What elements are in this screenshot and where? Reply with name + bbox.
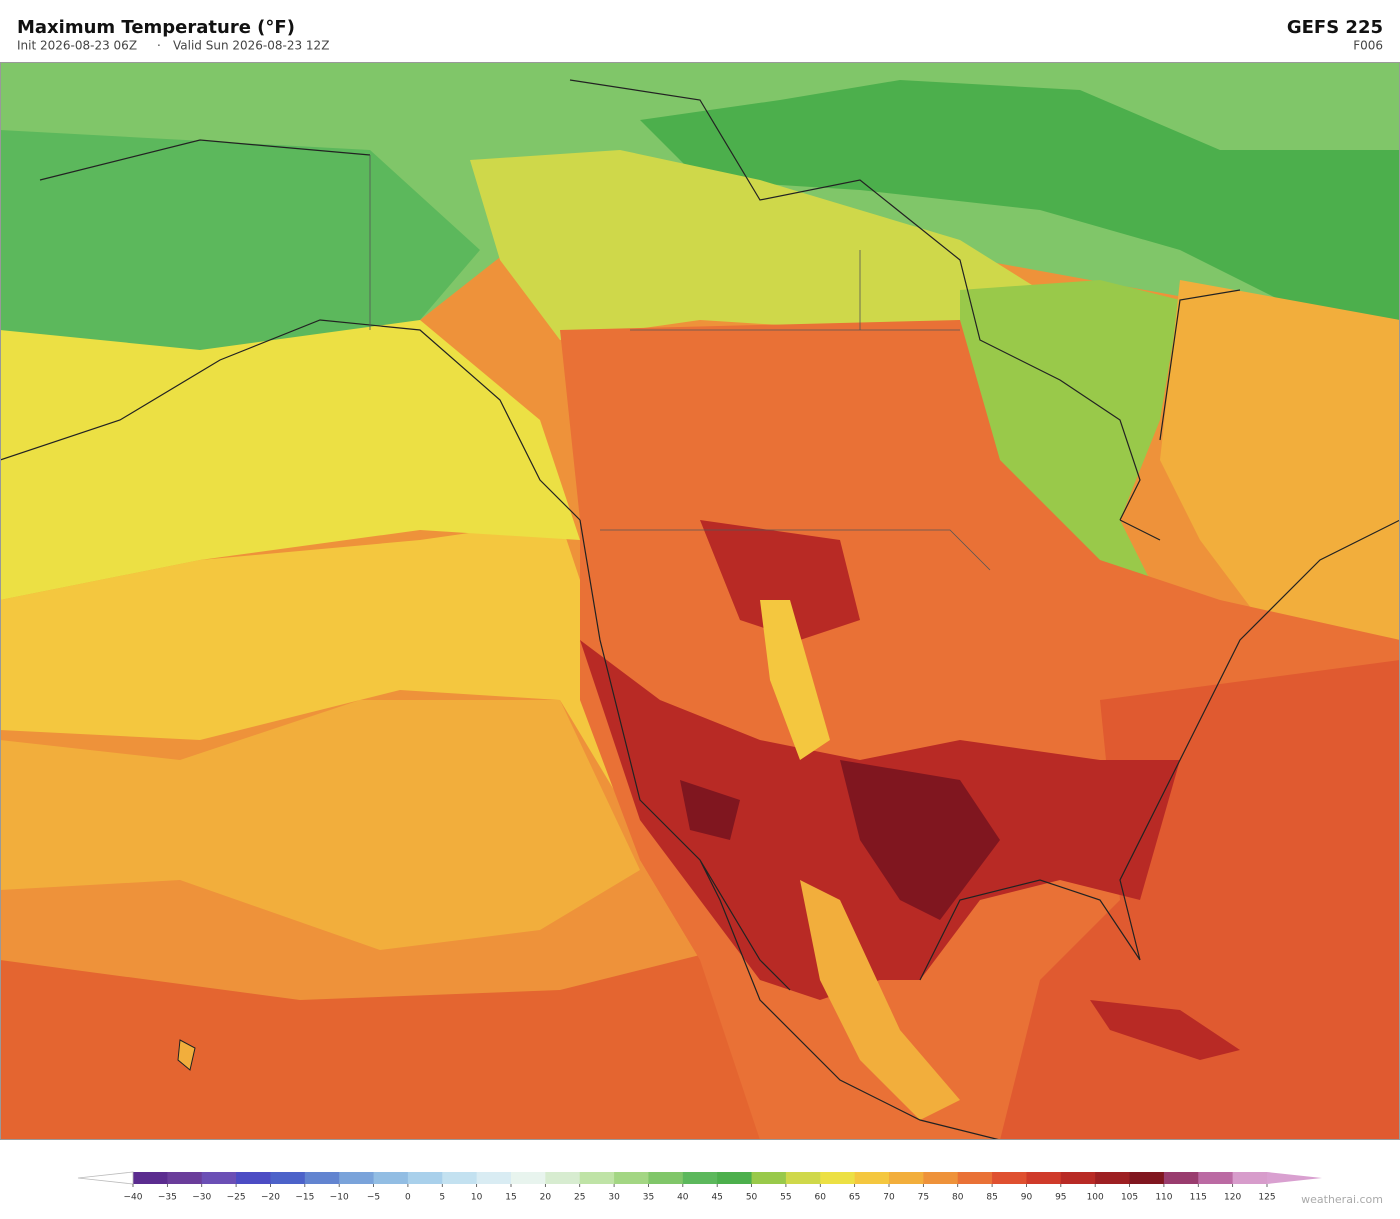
texas-core [840, 760, 1000, 920]
colorbar-tick-label: −25 [227, 1193, 246, 1203]
colorbar-tick-label: 45 [711, 1193, 722, 1203]
colorbar-segment [820, 1172, 856, 1184]
colorbar-tick-label: −40 [124, 1193, 143, 1203]
colorbar-tick-label: 55 [780, 1193, 791, 1203]
colorbar-segment [476, 1172, 512, 1184]
colorbar-tick-label: 35 [643, 1193, 654, 1203]
colorbar-segment [407, 1172, 443, 1184]
map [0, 62, 1400, 1140]
colorbar-tick-label: 65 [849, 1193, 860, 1203]
colorbar-tick-label: 110 [1155, 1193, 1172, 1203]
colorbar-segment [579, 1172, 615, 1184]
colorbar-segment [614, 1172, 649, 1184]
colorbar-segment [923, 1172, 959, 1184]
watermark: weatherai.com [1301, 1193, 1383, 1206]
north-pacific [0, 320, 580, 600]
colorbar: −40 −35 −30 −25 −20 −15 −10 −5 0 5 10 15 20 25 30 35 40 4… [77, 1171, 1322, 1203]
colorbar-segment [442, 1172, 478, 1184]
forecast-hour: F006 [1353, 39, 1383, 53]
colorbar-tick-label: 10 [471, 1193, 483, 1203]
colorbar-tick-label: 85 [986, 1193, 997, 1203]
alaska [0, 130, 480, 350]
colorbar-segment [751, 1172, 787, 1184]
desert-core [680, 780, 740, 840]
colorbar-segment [1129, 1172, 1165, 1184]
colorbar-segment [133, 1172, 168, 1184]
colorbar-segment [854, 1172, 890, 1184]
canada-arctic [640, 80, 1400, 330]
colorbar-tick-label: 120 [1224, 1193, 1241, 1203]
colorbar-segment [545, 1172, 581, 1184]
colorbar-tick-label: 105 [1121, 1193, 1138, 1203]
south-pacific [0, 950, 760, 1140]
colorbar-segment [957, 1172, 993, 1184]
colorbar-segment [270, 1172, 306, 1184]
colorbar-segment [304, 1172, 340, 1184]
hawaii [177, 1039, 196, 1071]
colorbar-tick-label: −35 [158, 1193, 177, 1203]
colorbar-segment [201, 1172, 237, 1184]
colorbar-tick-label: 70 [883, 1193, 895, 1203]
colorbar-tick-label: 30 [608, 1193, 620, 1203]
colorbar-segment [1095, 1172, 1131, 1184]
colorbar-tick-label: 60 [815, 1193, 827, 1203]
colorbar-tick-label: 80 [952, 1193, 964, 1203]
colorbar-tick-label: −20 [261, 1193, 280, 1203]
borders [369, 155, 991, 571]
colorbar-tick-label: 90 [1021, 1193, 1033, 1203]
colorbar-tick-label: −5 [367, 1193, 380, 1203]
colorbar-tick-label: 95 [1055, 1193, 1066, 1203]
title: Maximum Temperature (°F) [17, 17, 295, 38]
plains-heat [700, 520, 860, 640]
colorbar-tick-label: 115 [1190, 1193, 1207, 1203]
colorbar-segment [1163, 1172, 1199, 1184]
quebec [1160, 280, 1400, 660]
colorbar-segment [889, 1172, 924, 1184]
colorbar-tick-label: 25 [574, 1193, 585, 1203]
hudson-bay [960, 280, 1180, 600]
pacific-yellow [0, 520, 620, 800]
colorbar-segment [785, 1172, 821, 1184]
colorbar-tick-label: 50 [746, 1193, 758, 1203]
colorbar-segment [717, 1172, 753, 1184]
colorbar-segment [511, 1172, 546, 1184]
colorbar-tick-label: 0 [405, 1193, 411, 1203]
cuba [1090, 1000, 1240, 1060]
colorbar-tick-label: 100 [1087, 1193, 1104, 1203]
colorbar-tick-label: 5 [439, 1193, 445, 1203]
colorbar-tick-label: 15 [505, 1193, 516, 1203]
colorbar-segment [236, 1172, 271, 1184]
colorbar-extend-high [1267, 1172, 1322, 1184]
colorbar-segment [339, 1172, 375, 1184]
model-name: GEFS 225 [1287, 17, 1383, 38]
init-time: Init 2026-08-23 06Z [17, 39, 137, 53]
colorbar-tick-label: 20 [540, 1193, 552, 1203]
colorbar-segment [1198, 1172, 1234, 1184]
separator: · [157, 39, 161, 53]
colorbar-segment [167, 1172, 203, 1184]
colorbar-segment [373, 1172, 409, 1184]
atlantic [1000, 660, 1400, 1140]
colorbar-tick-label: 125 [1258, 1193, 1275, 1203]
colorbar-segment [1060, 1172, 1096, 1184]
mexico-highlands [800, 880, 960, 1120]
colorbar-extend-low [77, 1171, 134, 1185]
colorbar-tick-label: 75 [918, 1193, 929, 1203]
colorbar-tick-label: −10 [330, 1193, 349, 1203]
valid-time: Valid Sun 2026-08-23 12Z [173, 39, 329, 53]
rockies-cool [760, 600, 830, 760]
colorbar-segment [648, 1172, 684, 1184]
colorbar-tick-label: 40 [677, 1193, 689, 1203]
colorbar-segment [992, 1172, 1027, 1184]
canada-north [470, 150, 1040, 340]
colorbar-segment [1232, 1172, 1268, 1184]
colorbar-segment [682, 1172, 718, 1184]
colorbar-segment [1026, 1172, 1062, 1184]
pacific-mid [0, 700, 640, 950]
colorbar-tick-label: −15 [295, 1193, 314, 1203]
coastline [579, 519, 1400, 1140]
colorbar-tick-label: −30 [192, 1193, 211, 1203]
